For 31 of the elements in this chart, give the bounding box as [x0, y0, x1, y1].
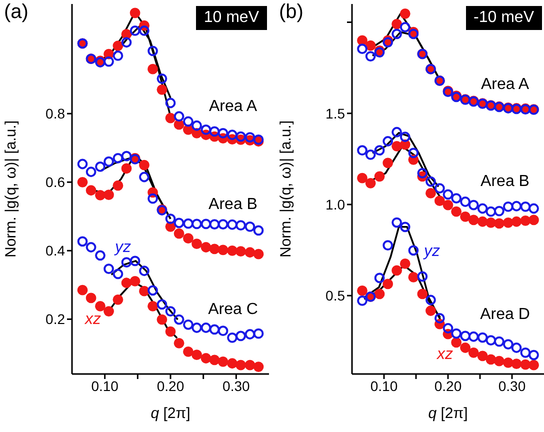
annotation: xz [85, 311, 101, 329]
y-tick-label: 1.5 [326, 105, 346, 122]
annotation: Area B [208, 196, 258, 214]
annotation: yz [115, 239, 131, 257]
annotation: Area C [208, 301, 258, 319]
x-axis-title: q [2π] [150, 405, 190, 422]
y-tick-label: 0.4 [46, 242, 66, 259]
chart-title: (b) [279, 0, 304, 24]
x-axis-title: q [2π] [428, 405, 468, 422]
y-tick-label: 0.2 [46, 311, 66, 328]
y-axis-title: Norm. |g(q, ω)| [a.u.] [277, 120, 294, 258]
annotation: Area A [480, 76, 530, 94]
annotation: 10 meV [196, 6, 267, 30]
annotation: yz [424, 243, 440, 261]
y-tick-label: 0.5 [326, 288, 346, 304]
annotation: -10 meV [466, 6, 542, 30]
annotation: Area B [480, 173, 530, 191]
x-tick-label: 0.10 [91, 378, 119, 394]
y-tick-label: 0.6 [46, 174, 66, 190]
x-tick-label: 0.20 [156, 378, 184, 394]
y-axis-title: Norm. |g(q, ω)| [a.u.] [2, 120, 20, 258]
x-tick-label: 0.30 [222, 378, 250, 394]
x-tick-label: 0.10 [370, 378, 398, 394]
chart-title: (a) [4, 0, 28, 24]
x-tick-label: 0.20 [434, 378, 462, 394]
y-tick-label: 0.8 [46, 106, 66, 122]
annotation: Area D [480, 306, 530, 324]
annotation: Area A [208, 98, 258, 116]
x-tick-label: 0.30 [498, 378, 526, 394]
y-tick-label: 1.0 [326, 196, 346, 212]
annotation: xz [437, 346, 453, 364]
